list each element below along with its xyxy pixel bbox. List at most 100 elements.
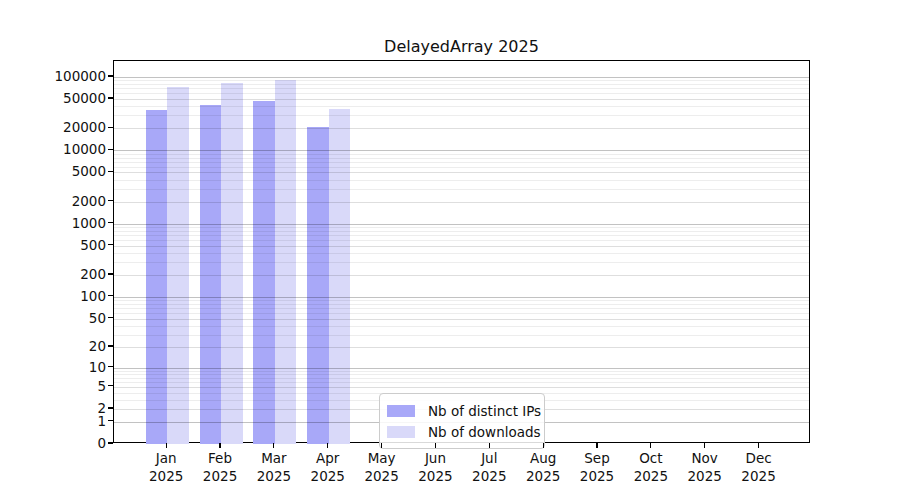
- gridline: [114, 167, 809, 168]
- gridline: [114, 246, 809, 247]
- gridline: [114, 262, 809, 263]
- x-tick: [543, 443, 544, 448]
- gridline: [114, 172, 809, 173]
- x-tick: [166, 443, 167, 448]
- y-tick: [108, 200, 113, 201]
- gridline: [114, 326, 809, 327]
- y-tick: [108, 273, 113, 274]
- gridline: [114, 374, 809, 375]
- y-tick: [108, 345, 113, 346]
- gridline: [114, 128, 809, 129]
- y-tick: [108, 295, 113, 296]
- y-tick: [108, 149, 113, 150]
- y-tick: [108, 222, 113, 223]
- distinct-ips-swatch-icon: [387, 405, 415, 417]
- y-tick-label: 10: [18, 358, 106, 376]
- gridline: [114, 162, 809, 163]
- y-tick: [108, 97, 113, 98]
- y-tick-label: 50000: [18, 89, 106, 107]
- gridline: [114, 158, 809, 159]
- y-tick-label: 20: [18, 337, 106, 355]
- gridline: [114, 189, 809, 190]
- x-tick-label: Dec2025: [723, 450, 795, 485]
- gridline: [114, 80, 809, 81]
- x-tick: [596, 443, 597, 448]
- bar-distinct-ips: [307, 127, 329, 444]
- legend-item-distinct-ips: Nb of distinct IPs: [387, 400, 535, 421]
- y-tick-label: 20000: [18, 118, 106, 136]
- bar-distinct-ips: [146, 110, 168, 444]
- legend-label: Nb of distinct IPs: [428, 403, 541, 419]
- gridline: [114, 88, 809, 89]
- gridline: [114, 347, 809, 348]
- gridline: [114, 319, 809, 320]
- gridline: [114, 227, 809, 228]
- bar-downloads: [221, 83, 243, 444]
- x-tick: [381, 443, 382, 448]
- gridline: [114, 387, 809, 388]
- y-tick-label: 5: [18, 377, 106, 395]
- gridline: [114, 154, 809, 155]
- y-tick-label: 50: [18, 309, 106, 327]
- y-tick: [108, 171, 113, 172]
- gridline: [114, 231, 809, 232]
- y-tick: [108, 407, 113, 408]
- y-tick-label: 1000: [18, 214, 106, 232]
- gridline: [114, 378, 809, 379]
- gridline: [114, 224, 809, 225]
- legend: Nb of distinct IPs Nb of downloads: [379, 393, 545, 449]
- y-tick-label: 1: [18, 412, 106, 430]
- year-label: 2025: [723, 468, 795, 486]
- gridline: [114, 180, 809, 181]
- gridline: [114, 304, 809, 305]
- legend-label: Nb of downloads: [428, 424, 541, 440]
- gridline: [114, 297, 809, 298]
- x-tick: [704, 443, 705, 448]
- x-tick: [327, 443, 328, 448]
- x-tick: [435, 443, 436, 448]
- y-tick: [108, 366, 113, 367]
- gridline: [114, 308, 809, 309]
- y-tick-label: 500: [18, 236, 106, 254]
- gridline: [114, 84, 809, 85]
- gridline: [114, 335, 809, 336]
- legend-item-downloads: Nb of downloads: [387, 421, 535, 442]
- y-tick: [108, 317, 113, 318]
- y-tick: [108, 385, 113, 386]
- gridline: [114, 150, 809, 151]
- y-tick-label: 0: [18, 434, 106, 452]
- y-tick-label: 5000: [18, 162, 106, 180]
- gridline: [114, 77, 809, 78]
- gridline: [114, 371, 809, 372]
- y-tick-label: 2000: [18, 192, 106, 210]
- bar-downloads: [167, 87, 189, 444]
- gridline: [114, 368, 809, 369]
- gridline: [114, 313, 809, 314]
- y-tick: [108, 420, 113, 421]
- gridline: [114, 235, 809, 236]
- downloads-swatch-icon: [387, 426, 415, 438]
- y-tick-label: 100000: [18, 67, 106, 85]
- gridline: [114, 106, 809, 107]
- y-tick-label: 200: [18, 265, 106, 283]
- x-tick: [273, 443, 274, 448]
- chart-title: DelayedArray 2025: [113, 37, 810, 56]
- gridline: [114, 253, 809, 254]
- chart-figure: DelayedArray 2025 Nb of distinct IPs Nb …: [0, 0, 900, 500]
- y-tick: [108, 244, 113, 245]
- y-tick-label: 100: [18, 287, 106, 305]
- gridline: [114, 202, 809, 203]
- gridline: [114, 275, 809, 276]
- x-tick: [650, 443, 651, 448]
- bar-downloads: [329, 109, 351, 444]
- gridline: [114, 300, 809, 301]
- y-tick: [108, 442, 113, 443]
- gridline: [114, 240, 809, 241]
- y-tick: [108, 127, 113, 128]
- gridline: [114, 99, 809, 100]
- x-tick: [219, 443, 220, 448]
- gridline: [114, 93, 809, 94]
- y-tick: [108, 75, 113, 76]
- y-tick-label: 10000: [18, 140, 106, 158]
- month-label: Dec: [723, 450, 795, 468]
